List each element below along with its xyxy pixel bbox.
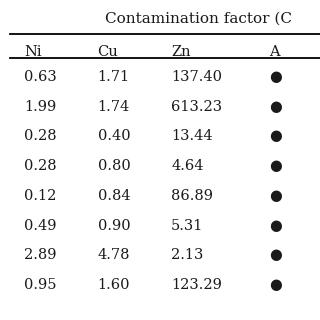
Text: ●: ●	[269, 189, 282, 203]
Text: 5.31: 5.31	[171, 219, 204, 233]
Text: ●: ●	[269, 219, 282, 233]
Text: 123.29: 123.29	[171, 278, 222, 292]
Text: ●: ●	[269, 100, 282, 114]
Text: 0.28: 0.28	[24, 129, 57, 143]
Text: 137.40: 137.40	[171, 70, 222, 84]
Text: 4.78: 4.78	[98, 248, 130, 262]
Text: 1.74: 1.74	[98, 100, 130, 114]
Text: 1.99: 1.99	[24, 100, 56, 114]
Text: Ni: Ni	[24, 45, 42, 60]
Text: 0.95: 0.95	[24, 278, 57, 292]
Text: A: A	[269, 45, 279, 60]
Text: ●: ●	[269, 129, 282, 143]
Text: 0.28: 0.28	[24, 159, 57, 173]
Text: 2.13: 2.13	[171, 248, 204, 262]
Text: Cu: Cu	[98, 45, 118, 60]
Text: 4.64: 4.64	[171, 159, 204, 173]
Text: 0.90: 0.90	[98, 219, 130, 233]
Text: Contamination factor (C: Contamination factor (C	[105, 11, 292, 25]
Text: ●: ●	[269, 70, 282, 84]
Text: 1.60: 1.60	[98, 278, 130, 292]
Text: 2.89: 2.89	[24, 248, 57, 262]
Text: Zn: Zn	[171, 45, 191, 60]
Text: 0.84: 0.84	[98, 189, 130, 203]
Text: 613.23: 613.23	[171, 100, 222, 114]
Text: ●: ●	[269, 248, 282, 262]
Text: ●: ●	[269, 159, 282, 173]
Text: 86.89: 86.89	[171, 189, 213, 203]
Text: 0.12: 0.12	[24, 189, 56, 203]
Text: 0.63: 0.63	[24, 70, 57, 84]
Text: 1.71: 1.71	[98, 70, 130, 84]
Text: 0.40: 0.40	[98, 129, 130, 143]
Text: ●: ●	[269, 278, 282, 292]
Text: 0.49: 0.49	[24, 219, 57, 233]
Text: 13.44: 13.44	[171, 129, 213, 143]
Text: 0.80: 0.80	[98, 159, 130, 173]
